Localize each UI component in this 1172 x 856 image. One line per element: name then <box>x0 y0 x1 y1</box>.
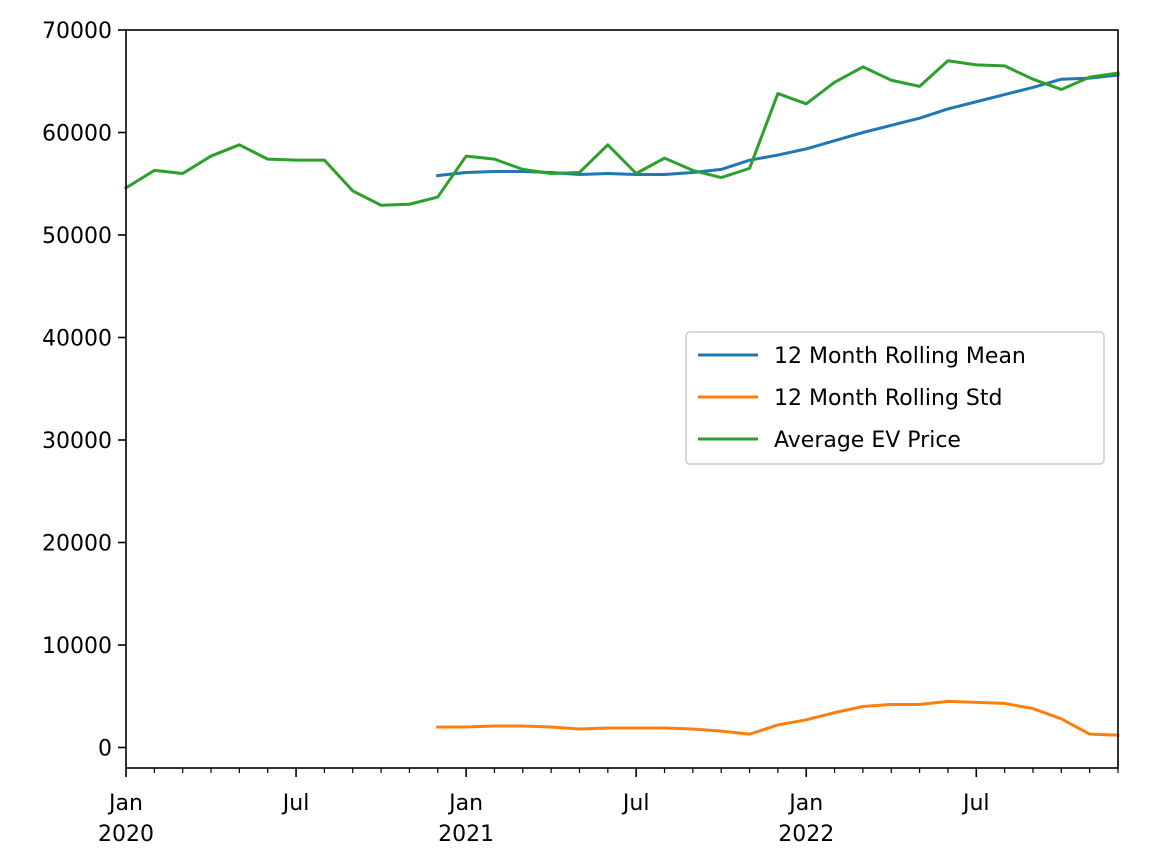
series-line-12-month-rolling-mean <box>436 73 1120 178</box>
y-tick-label: 50000 <box>42 224 112 249</box>
series-line-average-ev-price <box>123 59 1120 207</box>
x-tick-year-label: 2021 <box>438 822 494 847</box>
x-tick-label: Jul <box>961 791 990 816</box>
x-tick-label: Jul <box>621 791 650 816</box>
x-tick-label: Jan <box>787 791 823 816</box>
series-line-12-month-rolling-std <box>436 699 1120 737</box>
legend-label-average-ev-price: Average EV Price <box>774 428 961 453</box>
y-tick-label: 30000 <box>42 429 112 454</box>
y-tick-label: 10000 <box>42 634 112 659</box>
x-tick-label: Jul <box>281 791 310 816</box>
legend-box <box>685 331 1105 465</box>
x-tick-label: Jan <box>107 791 143 816</box>
ticks-layer: 0 10000 20000 30000 40000 50000 60000 70000 Jan 2… <box>42 19 1119 847</box>
y-tick-label: 70000 <box>42 19 112 44</box>
legend-label-rolling-mean: 12 Month Rolling Mean <box>774 344 1026 369</box>
legend: 12 Month Rolling Mean 12 Month Rolling S… <box>685 331 1105 465</box>
x-tick-label: Jan <box>447 791 483 816</box>
y-tick-label: 60000 <box>42 122 112 147</box>
y-tick-label: 0 <box>98 737 112 762</box>
x-tick-year-label: 2022 <box>778 822 834 847</box>
plot-frame <box>125 29 1119 769</box>
y-tick-label: 20000 <box>42 532 112 557</box>
series-layer <box>123 59 1120 737</box>
y-tick-label: 40000 <box>42 327 112 352</box>
x-tick-year-label: 2020 <box>98 822 154 847</box>
legend-label-rolling-std: 12 Month Rolling Std <box>774 386 1003 411</box>
